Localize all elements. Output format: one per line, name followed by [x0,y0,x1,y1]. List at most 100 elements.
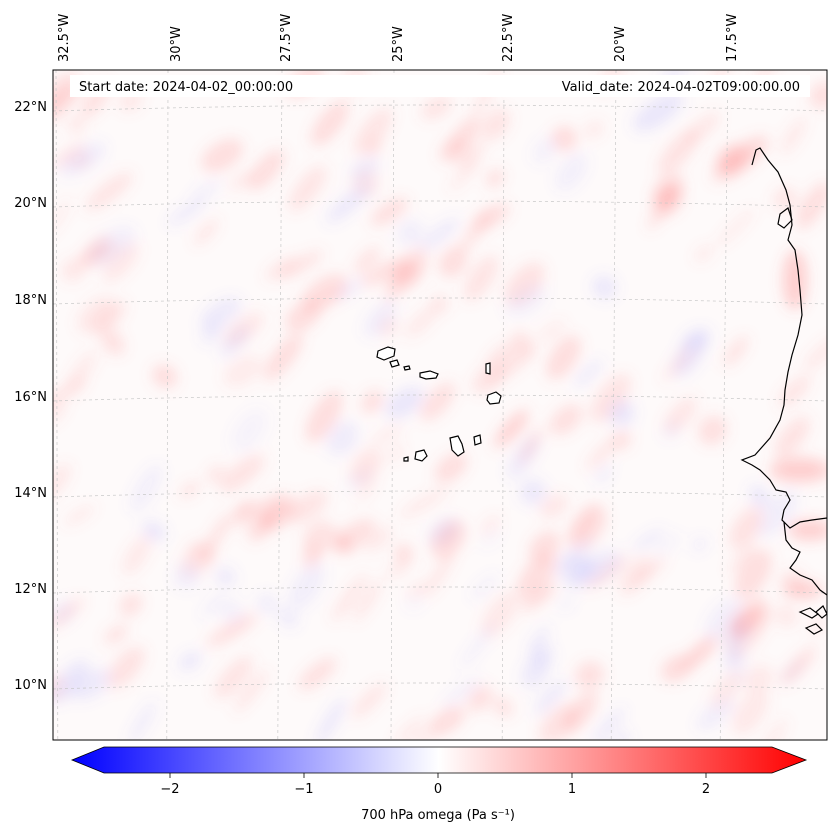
ascent-blob [53,143,86,168]
graticule [53,70,827,740]
subsidence-blob [534,679,567,715]
ascent-blob [688,641,711,666]
parallel-line [53,586,827,594]
ascent-blob [770,458,827,482]
ascent-blob [53,198,71,237]
ascent-blob [446,116,480,159]
ascent-blob [228,171,256,191]
ascent-blob [778,375,811,408]
ascent-blob [331,573,367,623]
map-panel: Start date: 2024-04-02_00:00:00 Valid_da… [52,69,828,741]
subsidence-blob [555,152,588,192]
ascent-blob [632,557,667,586]
subsidence-blob [590,707,625,740]
ascent-blob [783,250,807,310]
ascent-blob [463,255,499,302]
ascent-blob [487,339,521,365]
ascent-blob [529,531,560,563]
subsidence-blob [256,592,279,615]
ascent-blob [614,432,632,450]
subsidence-blob [59,142,106,177]
lon-label: 30°W [169,26,184,62]
ascent-blob [107,646,145,689]
subsidence-blob [326,182,372,224]
meridian-line [277,70,283,740]
ascent-blob [497,414,529,443]
ascent-blob [53,402,67,428]
subsidence-blob [632,528,665,551]
subsidence-blob [167,198,207,227]
ascent-blob [207,465,224,483]
subsidence-blob [521,654,550,689]
lon-label: 32.5°W [57,14,72,62]
ascent-blob [796,181,827,230]
parallel-line [53,682,827,690]
ascent-blob [259,497,297,529]
ascent-blob [383,259,416,304]
ascent-blob [774,416,810,459]
parallel-line [53,394,827,402]
ascent-blob [729,506,764,550]
ascent-blob [78,234,107,265]
subsidence-blob [592,275,617,300]
ascent-blob [179,481,201,498]
ascent-blob [438,246,468,278]
subsidence-blob [350,156,380,181]
subsidence-blob [314,697,347,740]
subsidence-blob [696,698,734,732]
ascent-blob [809,80,827,110]
meridian-line [390,70,395,740]
subsidence-blob [633,92,684,132]
ascent-blob [298,657,337,691]
subsidence-blob [53,659,89,704]
subsidence-blob [574,359,603,388]
header-box [70,75,810,97]
ascent-blob [370,197,409,226]
ascent-blob [473,203,510,230]
subsidence-blob [128,700,157,740]
ascent-blob [744,664,774,693]
lon-label: 22.5°W [501,14,516,62]
subsidence-blob [363,301,397,338]
ascent-blob [201,138,244,172]
ascent-blob [214,655,253,699]
lon-label: 17.5°W [725,14,740,62]
ascent-blob [103,624,129,645]
subsidence-blob [519,478,547,505]
colorbar: −2 −1 0 1 2 700 hPa omega (Pa s⁻¹) [70,746,808,823]
ascent-blob [493,697,514,718]
subsidence-blob [724,649,744,670]
ascent-blob [69,350,98,387]
ascent-blob [719,135,769,176]
ascent-blob [285,301,320,332]
ascent-blob [686,111,721,143]
ascent-blob [780,646,817,686]
subsidence-blob [749,485,770,509]
island-santa-luzia [403,365,411,371]
subsidence-blob [70,668,112,701]
bissau-islands [798,605,827,635]
ascent-blob [406,581,426,598]
ascent-blob [420,382,456,421]
ascent-blob [264,333,303,381]
ascent-blob [661,344,696,383]
ascent-blob [698,415,728,446]
island-santo-antao [376,346,396,361]
ascent-blob [619,556,651,596]
ascent-blob [278,250,324,279]
subsidence-blob [528,625,550,654]
colorbar-tick-label: −1 [294,782,313,797]
subsidence-blob [595,464,612,485]
ascent-blob [480,514,501,536]
subsidence-blob [53,599,75,624]
senegambia-coast [783,521,827,596]
subsidence-blob [201,321,222,345]
parallel-line [53,200,827,208]
ascent-blob [660,655,692,682]
subsidence-blob [190,179,222,201]
ascent-blob [735,549,772,599]
ascent-blob [519,426,544,464]
subsidence-blob [608,400,635,427]
subsidence-blob [385,386,425,419]
